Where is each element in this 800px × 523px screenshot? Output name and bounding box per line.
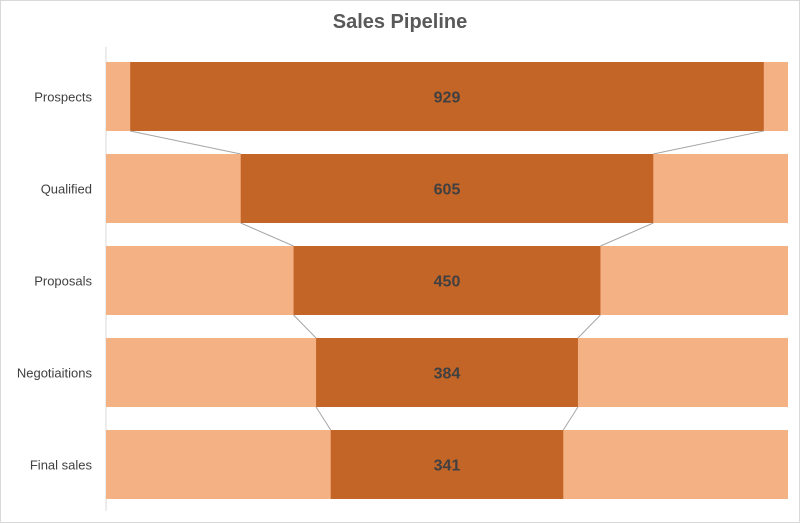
funnel-connector-right-0 — [653, 130, 764, 155]
funnel-connector-left-1 — [240, 222, 294, 247]
category-label-4: Final sales — [30, 458, 93, 473]
category-label-1: Qualified — [41, 182, 92, 197]
funnel-bar-0 — [130, 62, 764, 131]
funnel-bar-1 — [240, 154, 654, 223]
value-label-2: 450 — [434, 274, 461, 291]
funnel-connector-right-3 — [562, 406, 579, 431]
value-label-0: 929 — [434, 90, 461, 107]
funnel-bar-4 — [330, 430, 564, 499]
category-label-3: Negotiaitions — [17, 366, 93, 381]
funnel-connector-left-3 — [315, 406, 332, 431]
category-label-0: Prospects — [34, 90, 92, 105]
category-label-2: Proposals — [34, 274, 92, 289]
chart-title: Sales Pipeline — [332, 11, 468, 33]
funnel-connector-right-2 — [577, 314, 601, 339]
funnel-connector-left-0 — [130, 130, 241, 155]
funnel-connector-right-1 — [600, 222, 654, 247]
value-label-4: 341 — [434, 458, 461, 475]
value-label-1: 605 — [434, 182, 461, 199]
funnel-bar-2 — [293, 246, 601, 315]
funnel-connector-left-2 — [293, 314, 317, 339]
value-label-3: 384 — [434, 366, 461, 383]
funnel-bar-3 — [316, 338, 578, 407]
